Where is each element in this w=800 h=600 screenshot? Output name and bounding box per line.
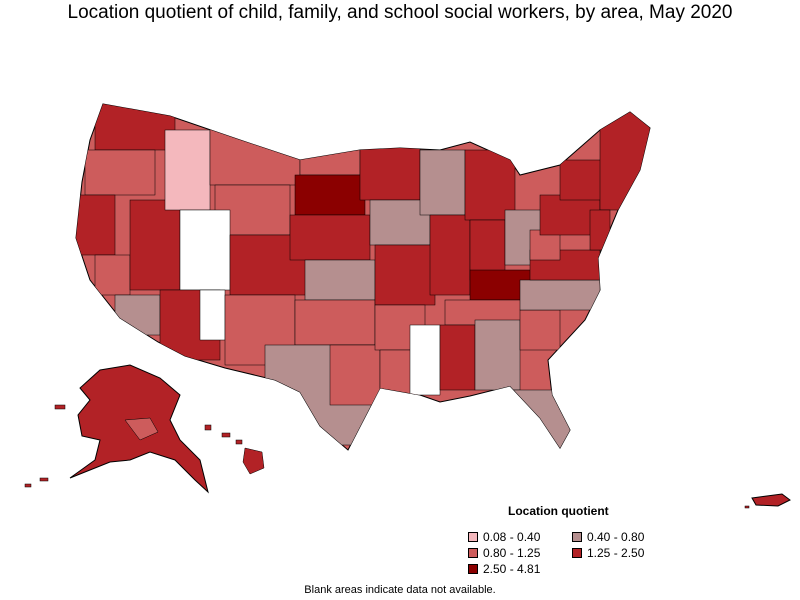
legend-swatch (572, 532, 582, 542)
legend-label: 0.80 - 1.25 (483, 546, 541, 560)
alaska-island-2 (39, 477, 49, 482)
alaska-island-1 (54, 404, 66, 410)
area-california-south (114, 294, 161, 336)
area-wisconsin (419, 149, 466, 216)
area-new-jersey (589, 209, 611, 251)
legend-swatch (468, 548, 478, 558)
hawaii-island-2 (221, 432, 231, 438)
area-alabama (439, 324, 476, 391)
legend-label: 1.25 - 2.50 (587, 546, 645, 560)
legend-item: 2.50 - 4.81 (468, 562, 540, 576)
puerto-rico-region (744, 493, 791, 509)
alaska-region (24, 364, 209, 494)
area-missouri (374, 244, 436, 306)
legend-title: Location quotient (508, 504, 609, 518)
area-minnesota (359, 129, 421, 201)
area-nevada (129, 199, 181, 291)
area-oklahoma (294, 299, 376, 346)
area-georgia (474, 319, 521, 391)
area-california-north (76, 194, 116, 256)
area-mississippi (409, 324, 441, 396)
legend-label: 0.40 - 0.80 (587, 530, 645, 544)
map-title: Location quotient of child, family, and … (67, 2, 733, 23)
area-oregon (84, 149, 156, 196)
area-michigan (464, 149, 516, 221)
area-arizona-blank (199, 289, 226, 341)
legend-label: 0.08 - 0.40 (483, 530, 541, 544)
legend-swatch (468, 564, 478, 574)
legend-item: 0.40 - 0.80 (572, 530, 644, 544)
hawaii-big-island (242, 447, 265, 475)
area-washington (94, 104, 176, 151)
alaska-southeast (124, 417, 159, 441)
alaska-island-3 (24, 483, 32, 488)
area-texas-east (329, 344, 381, 406)
area-nebraska (289, 214, 371, 261)
hawaii-island-1 (204, 424, 212, 431)
area-north-dakota (299, 129, 361, 176)
area-california-central (94, 254, 131, 296)
puerto-rico-islet (744, 505, 750, 509)
legend-label: 2.50 - 4.81 (483, 562, 541, 576)
legend-swatch (572, 548, 582, 558)
conus-region (75, 103, 651, 451)
area-north-carolina (519, 279, 601, 311)
puerto-rico-shape (751, 493, 791, 507)
area-florida (499, 389, 571, 450)
area-south-dakota (294, 174, 366, 216)
hawaii-island-3 (235, 439, 243, 445)
area-idaho (164, 129, 211, 211)
footnote: Blank areas indicate data not available. (304, 584, 496, 596)
hawaii-region (204, 424, 265, 475)
area-illinois (429, 214, 471, 296)
legend-item: 0.08 - 0.40 (468, 530, 540, 544)
legend-item: 0.80 - 1.25 (468, 546, 540, 560)
area-south-carolina (519, 309, 561, 351)
area-kansas (304, 259, 376, 301)
legend-item: 1.25 - 2.50 (572, 546, 644, 560)
area-utah (179, 209, 231, 291)
legend-swatch (468, 532, 478, 542)
